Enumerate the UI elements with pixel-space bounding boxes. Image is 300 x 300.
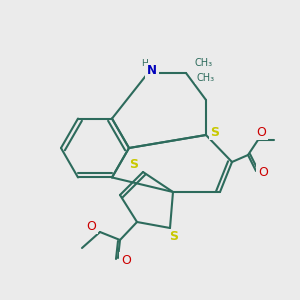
Text: O: O bbox=[121, 254, 131, 266]
Text: S: S bbox=[130, 158, 139, 172]
Text: O: O bbox=[258, 166, 268, 178]
Text: O: O bbox=[86, 220, 96, 232]
Text: N: N bbox=[147, 64, 157, 77]
Text: O: O bbox=[256, 125, 266, 139]
Text: S: S bbox=[211, 125, 220, 139]
Text: H: H bbox=[141, 58, 147, 68]
Text: CH₃: CH₃ bbox=[197, 73, 215, 83]
Text: CH₃: CH₃ bbox=[195, 58, 213, 68]
Text: S: S bbox=[169, 230, 178, 244]
